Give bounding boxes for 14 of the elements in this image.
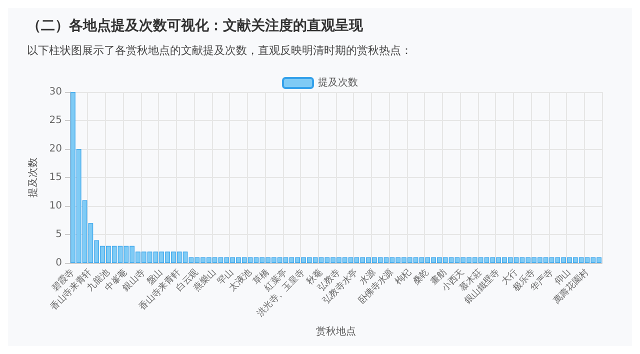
chart-subtitle: 以下柱状图展示了各赏秋地点的文献提及次数，直观反映明清时期的赏秋热点：	[27, 44, 412, 57]
chart-title: （二）各地点提及次数可视化：文献关注度的直观呈现	[27, 17, 364, 34]
y-tick-label: 25	[49, 115, 62, 126]
y-tick-label: 15	[49, 172, 62, 183]
y-tick-label: 0	[56, 258, 62, 268]
y-axis-title: 提及次数	[26, 158, 39, 198]
x-tick-label: 枸杞	[392, 266, 414, 288]
y-tick-label: 20	[49, 144, 62, 154]
x-tick-label: 桑乾	[410, 266, 432, 288]
legend-label: 提及次数	[318, 76, 358, 88]
y-tick-label: 30	[49, 86, 62, 98]
y-tick-label: 5	[56, 229, 62, 240]
x-axis-title: 赏秋地点	[316, 326, 356, 338]
y-tick-label: 10	[49, 200, 62, 212]
